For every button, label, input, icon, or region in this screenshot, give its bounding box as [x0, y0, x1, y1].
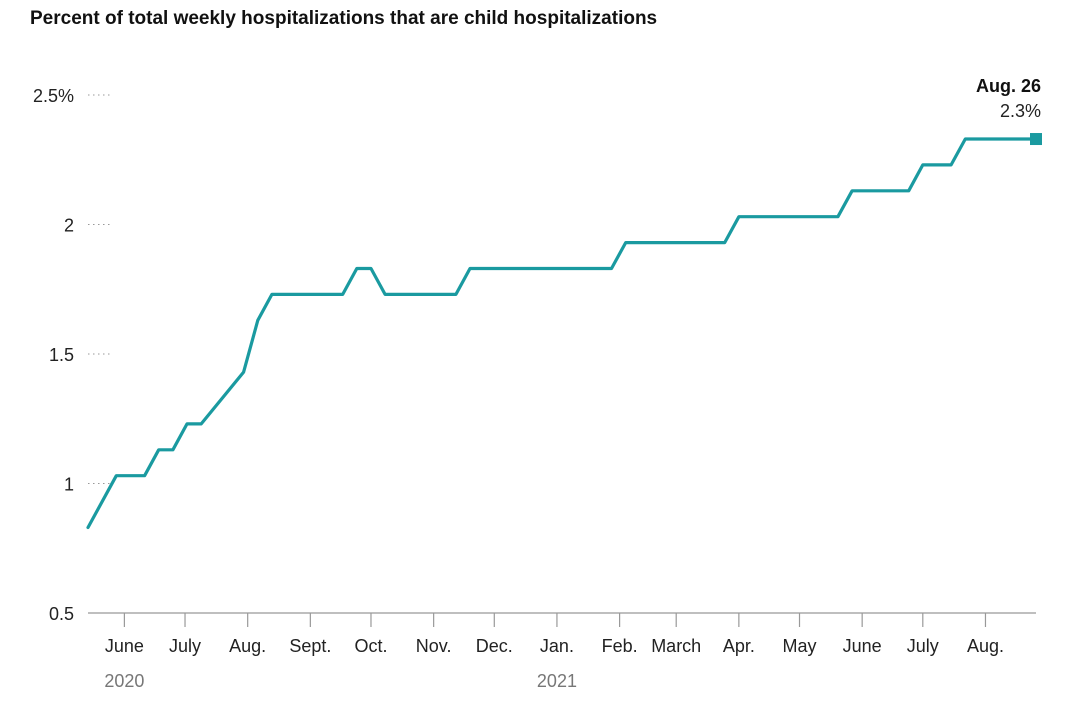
y-tick-label: 1 [64, 475, 74, 495]
x-tick-label: June [843, 636, 882, 656]
x-tick-label: Aug. [229, 636, 266, 656]
x-tick-label: May [782, 636, 816, 656]
annotation-date: Aug. 26 [976, 76, 1041, 96]
chart-title: Percent of total weekly hospitalizations… [30, 8, 658, 29]
x-tick-label: Nov. [416, 636, 452, 656]
year-label: 2021 [537, 671, 577, 691]
x-tick-label: Aug. [967, 636, 1004, 656]
x-tick-label: Oct. [354, 636, 387, 656]
annotation-value: 2.3% [1000, 101, 1041, 121]
y-tick-label: 2 [64, 216, 74, 236]
x-tick-label: March [651, 636, 701, 656]
y-tick-label: 2.5% [33, 86, 74, 106]
x-tick-label: Sept. [289, 636, 331, 656]
endpoint-marker [1030, 133, 1042, 146]
x-tick-label: Apr. [723, 636, 755, 656]
x-tick-label: Jan. [540, 636, 574, 656]
x-tick-label: Feb. [602, 636, 638, 656]
y-tick-label: 1.5 [49, 345, 74, 365]
year-label: 2020 [104, 671, 144, 691]
x-tick-label: July [907, 636, 939, 656]
x-tick-label: July [169, 636, 201, 656]
y-tick-label: 0.5 [49, 604, 74, 624]
series-line [86, 137, 1038, 530]
x-tick-label: Dec. [476, 636, 513, 656]
x-tick-label: June [105, 636, 144, 656]
